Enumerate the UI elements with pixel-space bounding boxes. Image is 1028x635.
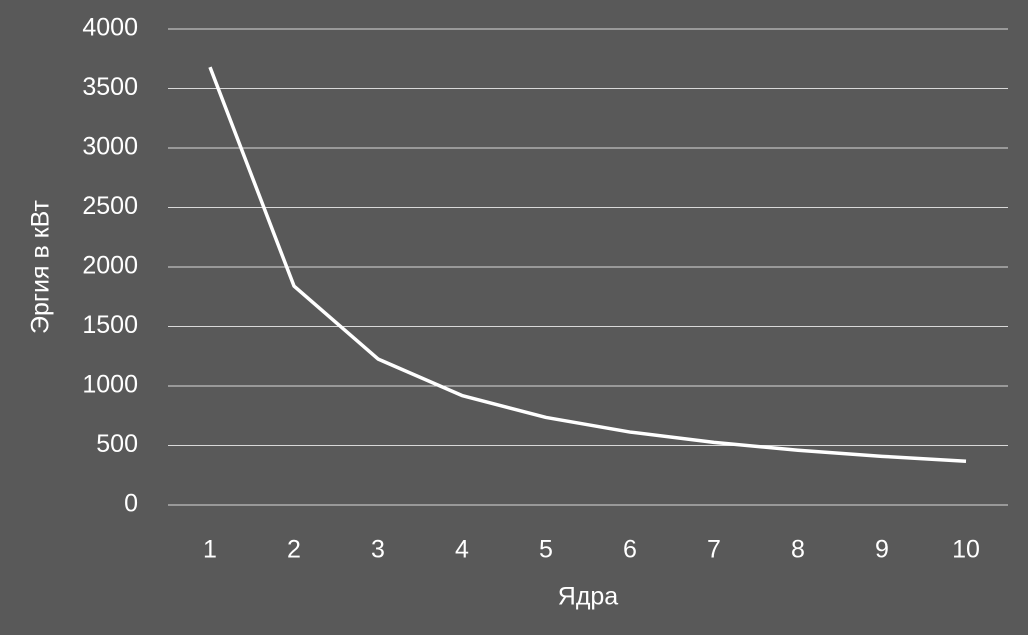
- y-axis-title: Эргия в кВт: [27, 200, 55, 334]
- y-tick-label: 2500: [82, 192, 138, 220]
- x-tick-label: 2: [287, 536, 301, 564]
- x-axis-title: Ядра: [558, 583, 619, 611]
- data-line: [208, 66, 967, 463]
- x-tick-label: 10: [952, 536, 980, 564]
- y-tick-label: 4000: [82, 14, 138, 42]
- x-tick-label: 9: [875, 536, 889, 564]
- y-tick-label: 1000: [82, 371, 138, 399]
- x-tick-label: 5: [539, 536, 553, 564]
- y-tick-label: 3000: [82, 133, 138, 161]
- y-tick-label: 500: [96, 430, 138, 458]
- x-tick-label: 1: [203, 536, 217, 564]
- x-tick-label: 3: [371, 536, 385, 564]
- x-tick-label: 4: [455, 536, 469, 564]
- x-tick-label: 7: [707, 536, 721, 564]
- y-tick-label: 3500: [82, 73, 138, 101]
- y-tick-label: 1500: [82, 311, 138, 339]
- x-tick-label: 6: [623, 536, 637, 564]
- y-tick-label: 0: [124, 490, 138, 518]
- x-tick-label: 8: [791, 536, 805, 564]
- y-tick-label: 2000: [82, 252, 138, 280]
